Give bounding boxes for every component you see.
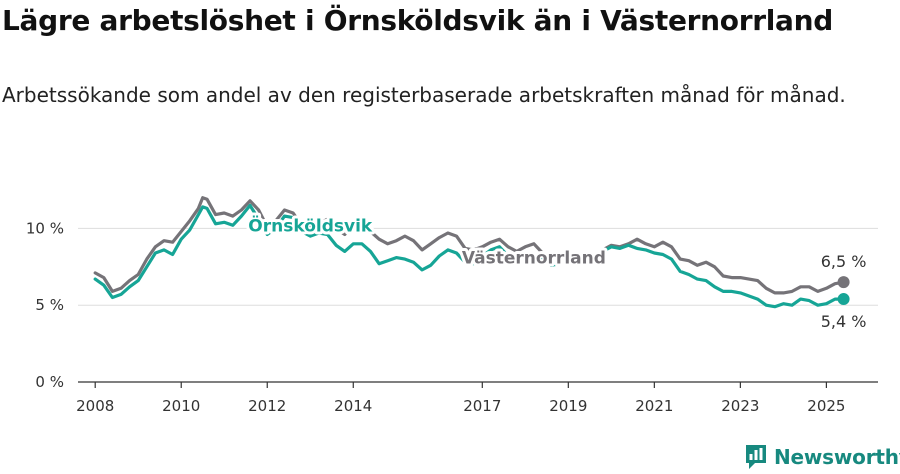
x-tick-label: 2014 bbox=[334, 397, 372, 415]
end-point bbox=[837, 293, 850, 306]
end-value-label: 5,4 % bbox=[821, 312, 867, 331]
x-tick-label: 2023 bbox=[721, 397, 759, 415]
chart-title: Lägre arbetslöshet i Örnsköldsvik än i V… bbox=[2, 4, 834, 37]
series-label: Västernorrland bbox=[462, 249, 606, 269]
x-tick-label: 2019 bbox=[549, 397, 587, 415]
y-tick-label: 5 % bbox=[35, 296, 64, 314]
x-tick-label: 2021 bbox=[635, 397, 673, 415]
end-point bbox=[837, 276, 850, 289]
series-label-halo: Västernorrland bbox=[462, 249, 606, 269]
series-line-västernorrland bbox=[93, 196, 846, 295]
end-value-label: 6,5 % bbox=[821, 252, 867, 271]
chart-subtitle: Arbetssökande som andel av den registerb… bbox=[2, 83, 846, 107]
series-label-halo: Örnsköldsvik bbox=[248, 214, 373, 236]
x-tick-label: 2025 bbox=[807, 397, 845, 415]
x-tick-label: 2010 bbox=[162, 397, 200, 415]
y-tick-label: 10 % bbox=[26, 219, 64, 237]
newsworthy-bar-chart-icon bbox=[746, 445, 766, 469]
y-tick-label: 0 % bbox=[35, 373, 64, 391]
x-tick-label: 2012 bbox=[248, 397, 286, 415]
series-line-örnsköldsvik bbox=[93, 203, 846, 309]
newsworthy-logo: Newsworthy bbox=[744, 442, 900, 472]
series-label: Örnsköldsvik bbox=[248, 214, 373, 236]
x-tick-label: 2008 bbox=[76, 397, 114, 415]
x-tick-label: 2017 bbox=[463, 397, 501, 415]
brand-name: Newsworthy bbox=[774, 445, 900, 469]
